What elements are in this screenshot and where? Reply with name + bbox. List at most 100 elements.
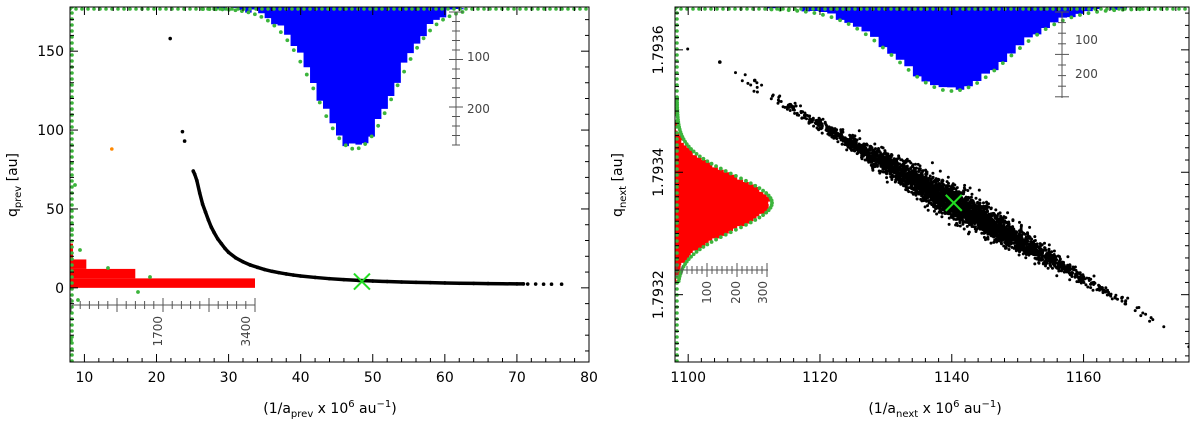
scatter-point — [903, 175, 907, 179]
scatter-point — [923, 205, 927, 209]
x-tick-label: 30 — [220, 370, 238, 386]
edge-fit-dot — [675, 95, 679, 99]
scatter-point — [927, 201, 931, 205]
scatter-point — [982, 201, 985, 205]
edge-fit-dot — [70, 47, 74, 51]
scatter-point — [746, 81, 750, 85]
edge-fit-dot — [308, 7, 312, 11]
scatter-point — [913, 182, 916, 186]
edge-fit-dot — [70, 335, 74, 339]
edge-fit-dot — [943, 7, 947, 11]
x-marginal-fit-dot — [1060, 18, 1065, 23]
scatter-point — [370, 279, 375, 283]
scatter-point — [1002, 223, 1006, 227]
scatter-point — [906, 176, 910, 180]
scatter-point — [958, 224, 962, 228]
x-marginal-fit-dot — [356, 146, 361, 151]
edge-fit-dot — [811, 7, 815, 11]
x-marginal-fit-dot — [441, 17, 445, 22]
scatter-point — [952, 217, 956, 221]
scatter-point — [966, 195, 970, 199]
edge-fit-dot — [74, 7, 78, 11]
x-tick-label: 70 — [508, 370, 526, 386]
scatter-point — [965, 224, 969, 228]
scatter-point — [857, 129, 861, 133]
scatter-point — [985, 200, 988, 204]
y-marginal-fit-dot — [78, 248, 82, 252]
scatter-point — [852, 148, 856, 152]
scatter-point — [964, 216, 968, 220]
scatter-point — [1053, 260, 1057, 264]
scatter-point — [1126, 296, 1130, 300]
y-marginal-fit-dot — [689, 254, 693, 259]
edge-fit-dot — [578, 7, 582, 11]
scatter-point — [975, 215, 979, 219]
edge-fit-dot — [1063, 7, 1067, 11]
edge-fit-dot — [70, 35, 74, 39]
scatter-point — [848, 142, 852, 146]
scatter-point — [944, 202, 948, 206]
scatter-point — [916, 173, 920, 177]
edge-fit-dot — [70, 329, 74, 333]
scatter-point — [791, 108, 795, 112]
scatter-point — [987, 221, 991, 224]
right-nominal-marker — [945, 194, 963, 212]
scatter-point — [876, 159, 880, 163]
edge-fit-dot — [907, 7, 911, 11]
scatter-point — [921, 169, 925, 173]
scatter-point — [904, 168, 908, 172]
x-marginal-fit-dot — [447, 14, 452, 19]
x-tick-label: 1140 — [934, 370, 970, 386]
edge-fit-dot — [494, 7, 498, 11]
edge-fit-dot — [675, 173, 679, 177]
edge-fit-dot — [434, 7, 438, 11]
x-tick-label: 40 — [292, 370, 310, 386]
scatter-point — [1037, 261, 1041, 265]
edge-fit-dot — [86, 7, 90, 11]
edge-fit-dot — [176, 7, 180, 11]
scatter-point — [829, 131, 833, 134]
scatter-point — [982, 231, 986, 235]
scatter-point — [1027, 248, 1031, 252]
edge-fit-dot — [847, 7, 851, 11]
scatter-point — [1015, 246, 1019, 250]
scatter-point — [937, 210, 941, 214]
edge-fit-dot — [200, 7, 204, 11]
edge-fit-dot — [675, 113, 679, 117]
y-marginal-fit-dot — [73, 183, 77, 187]
edge-fit-dot — [70, 245, 74, 249]
edge-fit-dot — [326, 7, 330, 11]
edge-fit-dot — [675, 149, 679, 153]
scatter-point — [1144, 312, 1148, 316]
y-tick-label: 1.7934 — [651, 148, 667, 197]
x-marginal-fit-dot — [855, 26, 860, 31]
scatter-point — [995, 230, 999, 234]
scatter-point — [947, 187, 950, 191]
scatter-point — [950, 186, 954, 189]
scatter-point — [907, 190, 911, 194]
scatter-point — [963, 196, 967, 200]
edge-fit-dot — [70, 113, 74, 117]
edge-fit-dot — [715, 7, 719, 11]
y-marginal-fit-dot — [753, 218, 758, 222]
edge-fit-dot — [70, 11, 74, 15]
edge-fit-dot — [781, 7, 785, 11]
edge-fit-dot — [675, 125, 679, 129]
x-marginal-fit-dot — [846, 22, 851, 26]
scatter-point — [954, 223, 958, 227]
edge-fit-dot — [320, 7, 324, 11]
scatter-point — [953, 214, 957, 218]
edge-fit-dot — [70, 29, 74, 33]
scatter-point — [1098, 288, 1101, 292]
scatter-point — [871, 168, 875, 172]
x-marginal-fit-dot — [246, 10, 251, 15]
scatter-point — [1008, 236, 1012, 240]
scatter-point — [873, 164, 877, 168]
scatter-point — [890, 173, 894, 177]
scatter-point — [973, 216, 977, 220]
scatter-point — [1017, 253, 1021, 257]
edge-fit-dot — [560, 7, 564, 11]
edge-fit-dot — [675, 119, 679, 123]
edge-fit-dot — [1003, 7, 1007, 11]
x-marginal-fit-dot — [1138, 7, 1142, 12]
